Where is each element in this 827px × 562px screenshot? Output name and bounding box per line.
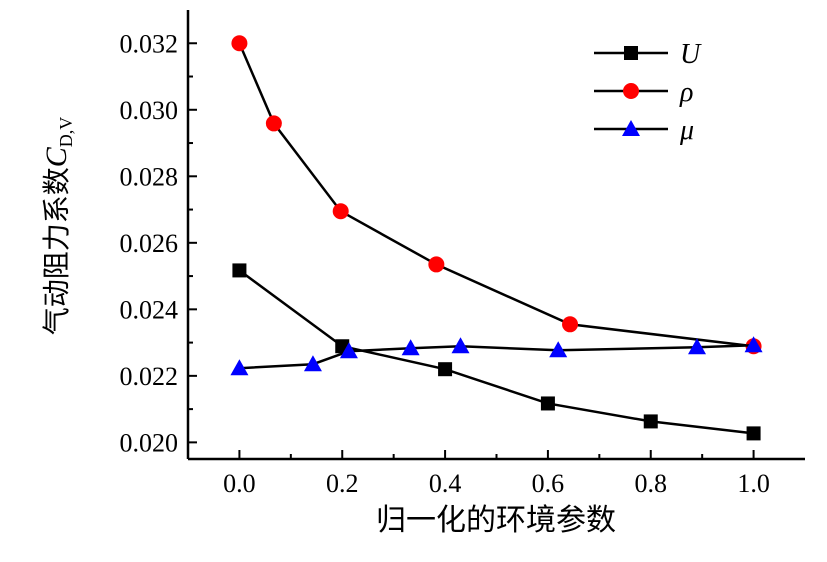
data-point-square bbox=[624, 46, 638, 60]
data-point-triangle bbox=[622, 120, 640, 136]
data-point-square bbox=[643, 414, 658, 429]
x-tick-label: 0.4 bbox=[429, 469, 462, 498]
legend-label: ρ bbox=[679, 77, 693, 108]
y-axis-label: 气动阻力系数CD,V bbox=[40, 117, 76, 336]
x-tick-label: 1.0 bbox=[737, 469, 770, 498]
legend-entry: U bbox=[594, 39, 702, 70]
data-point-triangle bbox=[451, 337, 470, 354]
data-point-square bbox=[746, 426, 761, 441]
y-tick-label: 0.024 bbox=[120, 295, 179, 324]
data-point-circle bbox=[562, 316, 579, 333]
series-line bbox=[239, 344, 754, 370]
series-line bbox=[238, 269, 754, 435]
data-point-circle bbox=[428, 256, 445, 273]
data-point-circle bbox=[332, 203, 349, 220]
x-tick-label: 0.8 bbox=[635, 469, 668, 498]
data-point-triangle bbox=[230, 359, 249, 376]
y-tick-label: 0.028 bbox=[120, 162, 179, 191]
y-tick-label: 0.026 bbox=[120, 229, 179, 258]
data-point-triangle bbox=[401, 339, 420, 356]
legend: Uρμ bbox=[594, 39, 702, 146]
y-tick-label: 0.022 bbox=[120, 362, 179, 391]
x-tick-label: 0.2 bbox=[326, 469, 359, 498]
legend-label: U bbox=[680, 39, 702, 70]
data-point-triangle bbox=[744, 336, 763, 353]
x-tick-label: 0.0 bbox=[223, 469, 256, 498]
data-point-triangle bbox=[303, 355, 322, 372]
data-point-square bbox=[540, 396, 555, 411]
legend-label: μ bbox=[679, 115, 694, 146]
data-point-triangle bbox=[688, 338, 707, 355]
legend-entry: ρ bbox=[594, 77, 693, 108]
y-tick-label: 0.030 bbox=[120, 96, 179, 125]
y-tick-label: 0.032 bbox=[120, 29, 179, 58]
y-tick-label: 0.020 bbox=[120, 428, 179, 457]
data-point-circle bbox=[231, 35, 248, 52]
data-point-triangle bbox=[549, 341, 568, 358]
data-point-circle bbox=[265, 115, 282, 132]
data-point-circle bbox=[623, 83, 639, 99]
data-point-triangle bbox=[339, 342, 358, 359]
series-line bbox=[238, 42, 754, 348]
series-square bbox=[232, 263, 761, 441]
data-point-square bbox=[438, 362, 453, 377]
axes: 0.020 0.022 0.024 0.026 0.028 0.030 0.032 0.0 0.… bbox=[120, 10, 805, 498]
series-triangle bbox=[230, 336, 763, 376]
legend-entry: μ bbox=[594, 115, 694, 146]
series-layer bbox=[230, 35, 763, 441]
series-circle bbox=[231, 35, 762, 355]
data-point-square bbox=[232, 263, 247, 278]
x-tick-label: 0.6 bbox=[532, 469, 565, 498]
x-axis-label: 归一化的环境参数 bbox=[376, 503, 616, 538]
